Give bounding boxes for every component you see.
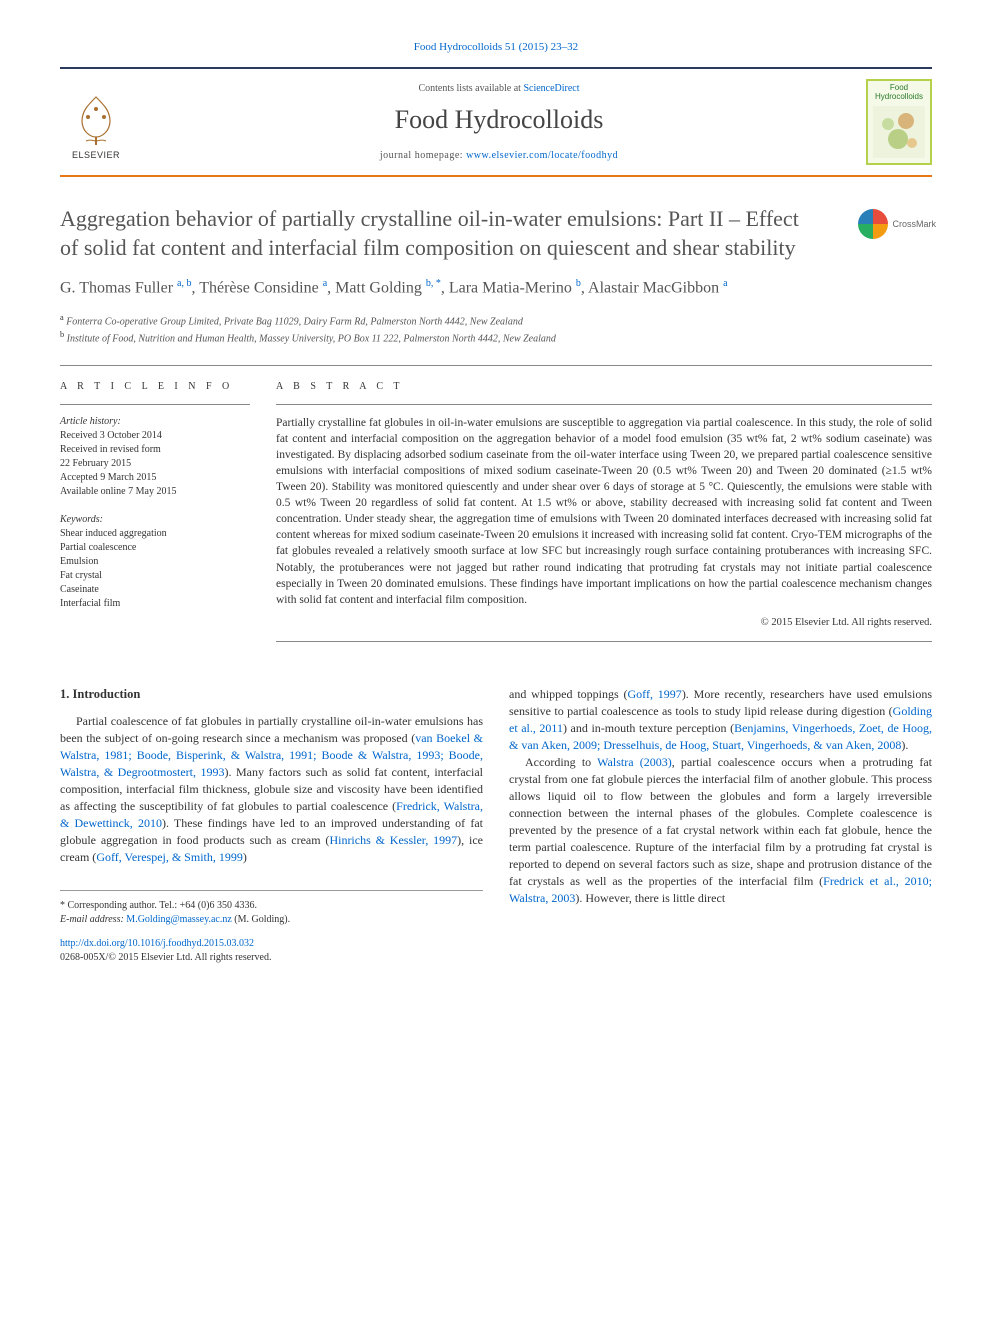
journal-name: Food Hydrocolloids [152, 102, 846, 138]
abstract-copyright: © 2015 Elsevier Ltd. All rights reserved… [276, 616, 932, 631]
history-line: Received 3 October 2014 [60, 429, 250, 443]
section-rule [60, 365, 932, 366]
intro-para: According to Walstra (2003), partial coa… [509, 754, 932, 907]
sciencedirect-link[interactable]: ScienceDirect [523, 83, 579, 94]
article-info-column: A R T I C L E I N F O Article history: R… [60, 380, 250, 656]
email-label: E-mail address: [60, 914, 124, 925]
keyword: Shear induced aggregation [60, 527, 250, 541]
running-head-link[interactable]: Food Hydrocolloids 51 (2015) 23–32 [414, 41, 578, 53]
affiliation-text: Institute of Food, Nutrition and Human H… [67, 334, 556, 345]
affiliations: a Fonterra Co-operative Group Limited, P… [60, 312, 932, 347]
elsevier-logo: ELSEVIER [60, 81, 132, 163]
article-history-label: Article history: [60, 415, 250, 429]
journal-homepage-prefix: journal homepage: [380, 150, 466, 161]
abstract-head: A B S T R A C T [276, 380, 932, 394]
crossmark-badge[interactable]: CrossMark [858, 209, 936, 239]
section-head-introduction: 1. Introduction [60, 686, 483, 704]
corresponding-author: * Corresponding author. Tel.: +64 (0)6 3… [60, 899, 483, 913]
elsevier-label: ELSEVIER [72, 149, 120, 162]
email-paren: (M. Golding). [234, 914, 290, 925]
history-line: 22 February 2015 [60, 457, 250, 471]
affiliation-sup: a [60, 313, 64, 322]
keyword: Partial coalescence [60, 541, 250, 555]
affiliation-text: Fonterra Co-operative Group Limited, Pri… [66, 316, 523, 327]
body-col-left: 1. Introduction Partial coalescence of f… [60, 686, 483, 966]
keyword: Fat crystal [60, 569, 250, 583]
journal-homepage-link[interactable]: www.elsevier.com/locate/foodhyd [466, 150, 618, 161]
keyword: Caseinate [60, 583, 250, 597]
affiliation-b: b Institute of Food, Nutrition and Human… [60, 329, 932, 346]
keyword: Interfacial film [60, 597, 250, 611]
email-link[interactable]: M.Golding@massey.ac.nz [126, 914, 231, 925]
crossmark-icon [858, 209, 888, 239]
cover-image-icon [873, 106, 925, 158]
history-line: Available online 7 May 2015 [60, 485, 250, 499]
article-history: Article history: Received 3 October 2014… [60, 415, 250, 499]
abstract-rule [276, 404, 932, 405]
article-title-text: Aggregation behavior of partially crysta… [60, 206, 799, 259]
cover-title: Food Hydrocolloids [875, 84, 923, 102]
elsevier-tree-icon [68, 91, 124, 147]
doi-block: http://dx.doi.org/10.1016/j.foodhyd.2015… [60, 937, 483, 965]
keywords-label: Keywords: [60, 513, 250, 527]
crossmark-label: CrossMark [892, 219, 936, 231]
history-line: Received in revised form [60, 443, 250, 457]
history-line: Accepted 9 March 2015 [60, 471, 250, 485]
issn-copyright: 0268-005X/© 2015 Elsevier Ltd. All right… [60, 952, 271, 963]
info-abstract-row: A R T I C L E I N F O Article history: R… [60, 380, 932, 656]
cover-title-line2: Hydrocolloids [875, 92, 923, 101]
keywords-block: Keywords: Shear induced aggregation Part… [60, 513, 250, 611]
intro-para: and whipped toppings (Goff, 1997). More … [509, 686, 932, 754]
masthead-center: Contents lists available at ScienceDirec… [132, 82, 866, 162]
abstract-text: Partially crystalline fat globules in oi… [276, 415, 932, 608]
masthead: ELSEVIER Contents lists available at Sci… [60, 67, 932, 177]
cover-title-line1: Food [890, 83, 908, 92]
contents-lists-prefix: Contents lists available at [418, 83, 523, 94]
footnotes: * Corresponding author. Tel.: +64 (0)6 3… [60, 890, 483, 927]
intro-para: Partial coalescence of fat globules in p… [60, 713, 483, 866]
body-col-right: and whipped toppings (Goff, 1997). More … [509, 686, 932, 966]
article-title: Aggregation behavior of partially crysta… [60, 205, 932, 261]
corresponding-email: E-mail address: M.Golding@massey.ac.nz (… [60, 913, 483, 927]
author-list: G. Thomas Fuller a, b, Thérèse Considine… [60, 276, 932, 300]
affiliation-a: a Fonterra Co-operative Group Limited, P… [60, 312, 932, 329]
body-columns: 1. Introduction Partial coalescence of f… [60, 686, 932, 966]
info-rule [60, 404, 250, 405]
abstract-bottom-rule [276, 641, 932, 642]
doi-link[interactable]: http://dx.doi.org/10.1016/j.foodhyd.2015… [60, 938, 254, 949]
journal-cover-thumb: Food Hydrocolloids [866, 79, 932, 165]
contents-lists-line: Contents lists available at ScienceDirec… [152, 82, 846, 96]
affiliation-sup: b [60, 330, 64, 339]
journal-homepage-line: journal homepage: www.elsevier.com/locat… [152, 149, 846, 163]
article-info-head: A R T I C L E I N F O [60, 380, 250, 394]
keyword: Emulsion [60, 555, 250, 569]
running-head: Food Hydrocolloids 51 (2015) 23–32 [60, 40, 932, 55]
abstract-column: A B S T R A C T Partially crystalline fa… [276, 380, 932, 656]
